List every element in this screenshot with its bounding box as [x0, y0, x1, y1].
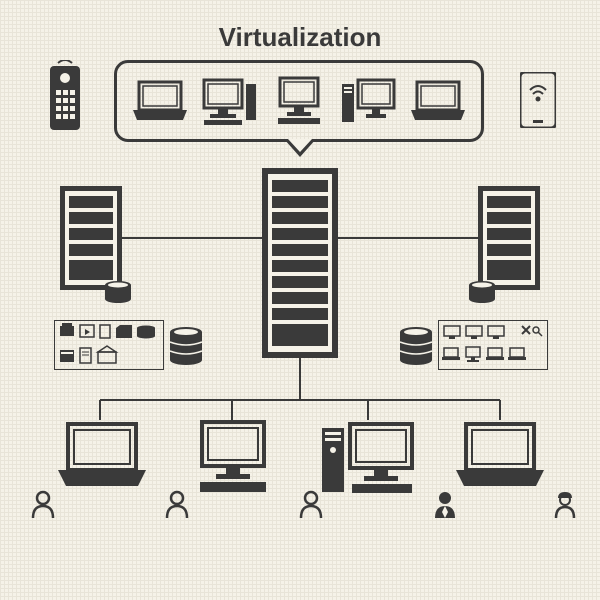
user-icon [298, 490, 324, 520]
devices-panel [438, 320, 548, 370]
workstation-icon [320, 420, 420, 496]
disk-stack-icon [398, 326, 434, 366]
laptop-icon [56, 420, 148, 490]
laptop-icon [454, 420, 546, 490]
user-suit-icon [432, 490, 458, 520]
user-icon [30, 490, 56, 520]
user-worker-icon [552, 490, 578, 520]
files-panel [54, 320, 164, 370]
user-icon [164, 490, 190, 520]
desktop-icon [190, 420, 276, 494]
disk-stack-icon [168, 326, 204, 366]
